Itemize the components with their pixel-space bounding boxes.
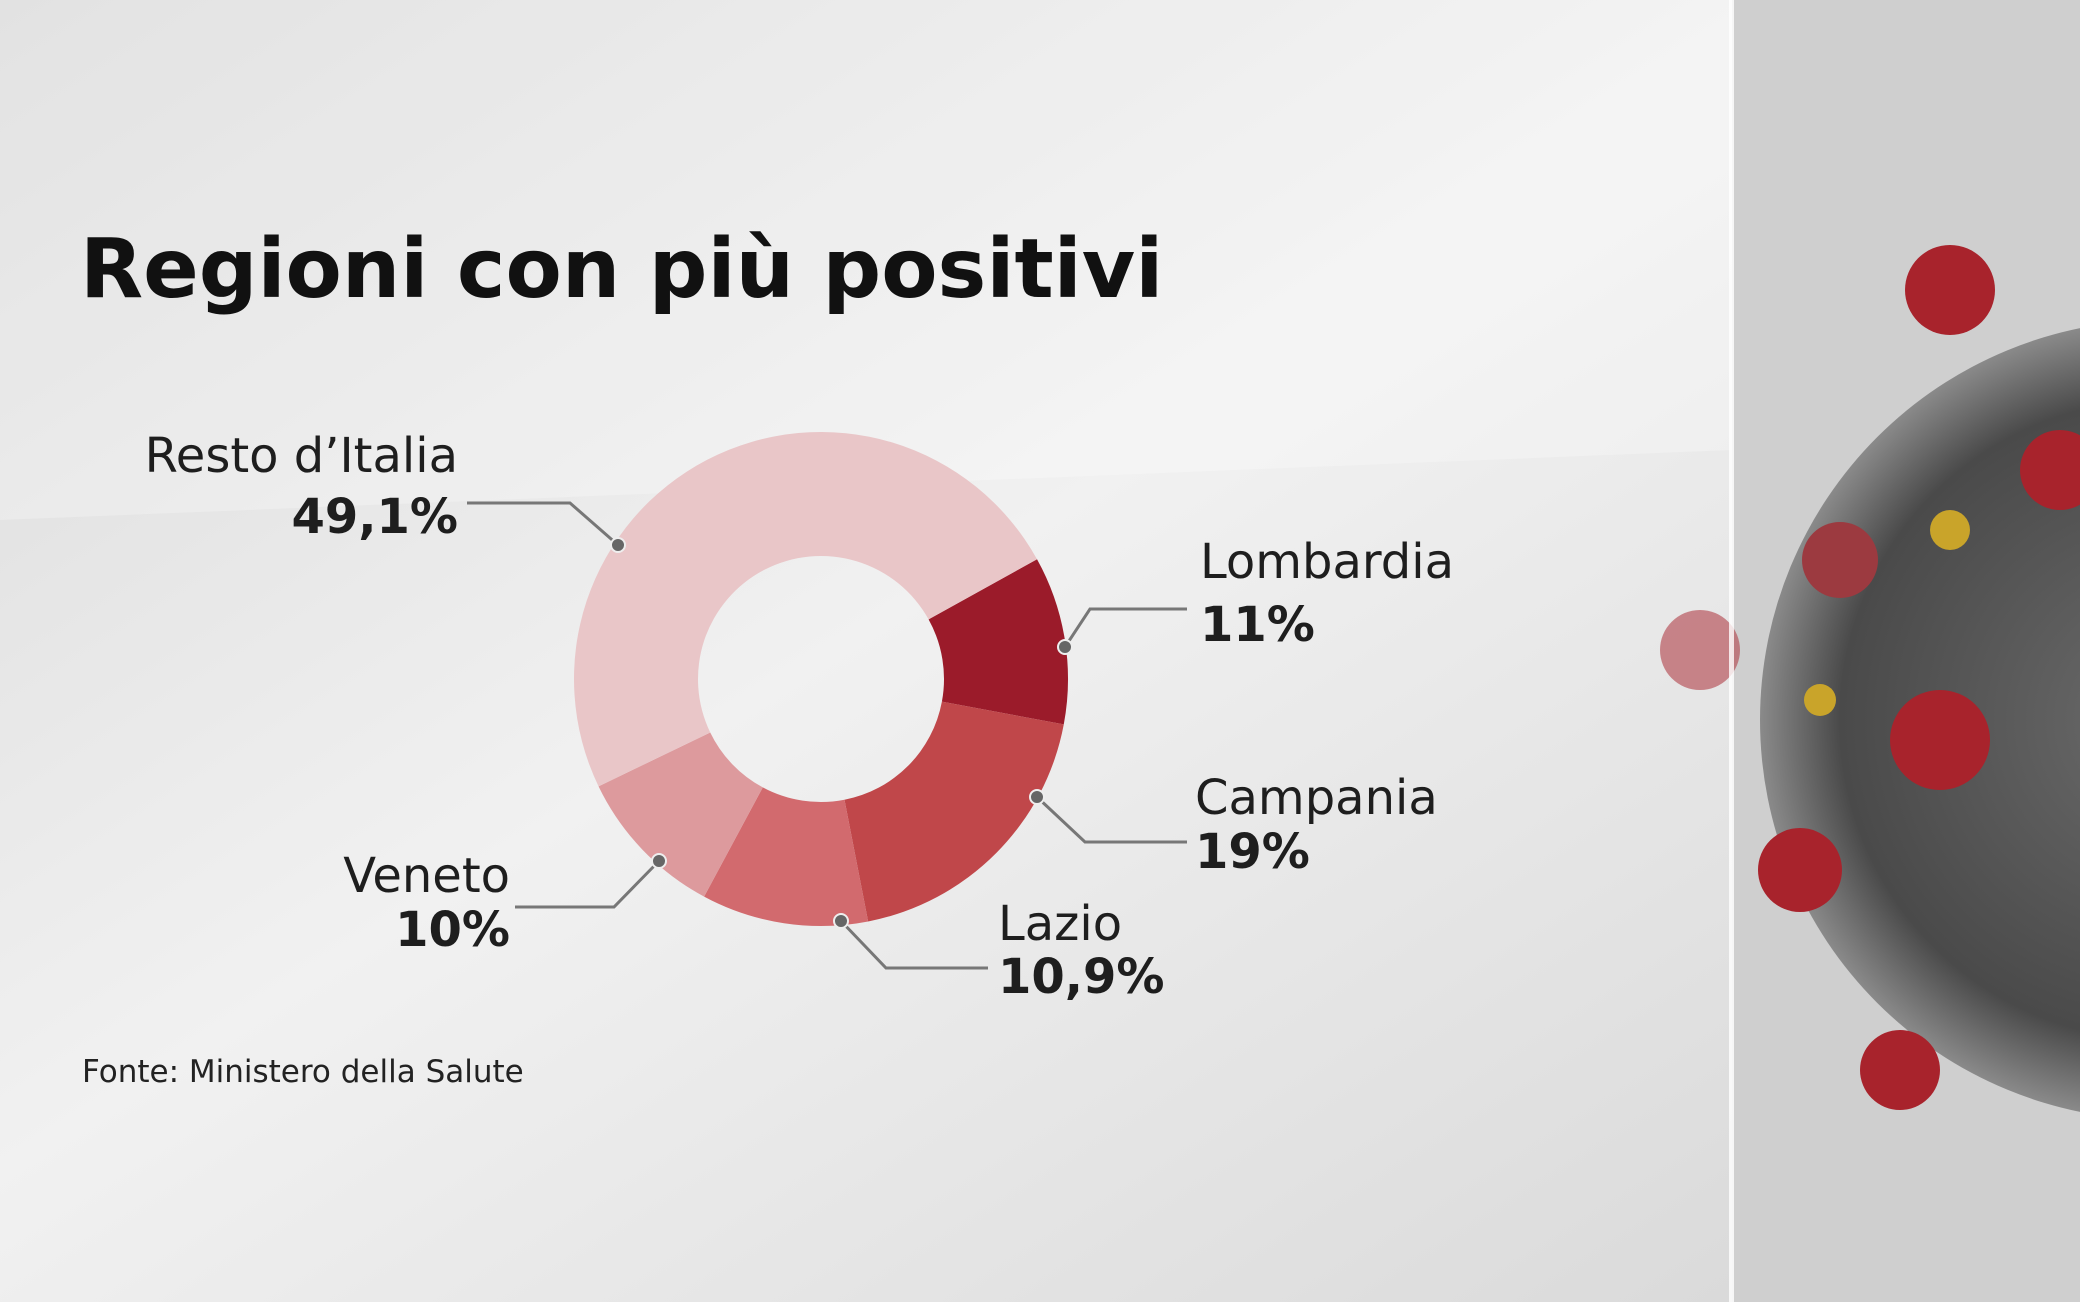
leader-dot: [833, 913, 849, 929]
divider: [1729, 0, 1734, 1302]
category-label: Veneto: [343, 848, 510, 904]
category-label: Resto d’Italia: [145, 428, 458, 484]
value-label: 19%: [1195, 824, 1310, 880]
category-label: Lombardia: [1200, 534, 1454, 590]
virus-image: [1660, 0, 2080, 1302]
value-label: 11%: [1200, 597, 1315, 653]
chart-title: Regioni con più positivi: [80, 222, 1163, 317]
donut-slice: [844, 701, 1064, 922]
leader-dot: [1057, 639, 1073, 655]
donut-slice: [928, 559, 1068, 725]
donut-slice: [704, 787, 869, 927]
leader-line: [1035, 795, 1187, 844]
leader-dot: [1029, 789, 1045, 805]
category-label: Lazio: [998, 896, 1122, 952]
donut-slice: [573, 431, 1038, 787]
source: Fonte: Ministero della Salute: [82, 1054, 524, 1090]
value-label: 10,9%: [998, 949, 1165, 1005]
category-label: Campania: [1195, 770, 1438, 826]
leader-line: [467, 501, 619, 547]
leader-dot: [651, 853, 667, 869]
light-band: [0, 0, 1732, 520]
leader-line: [1063, 607, 1187, 648]
value-label: 10%: [395, 902, 510, 958]
donut-slice: [598, 732, 763, 897]
value-label: 49,1%: [291, 489, 458, 545]
leader-line: [515, 859, 661, 909]
leader-dot: [610, 537, 626, 553]
leader-line: [839, 919, 988, 970]
